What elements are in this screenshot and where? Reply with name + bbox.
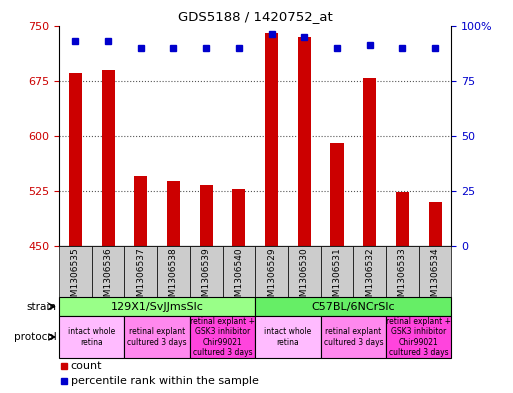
Text: GSM1306538: GSM1306538: [169, 247, 178, 308]
Bar: [157, 246, 190, 297]
Text: GSM1306539: GSM1306539: [202, 247, 211, 308]
Text: strain: strain: [27, 301, 56, 312]
Text: intact whole
retina: intact whole retina: [68, 327, 115, 347]
Bar: [200, 185, 213, 246]
Text: GSM1306533: GSM1306533: [398, 247, 407, 308]
Bar: [69, 73, 82, 246]
Text: GSM1306530: GSM1306530: [300, 247, 309, 308]
Text: GSM1306537: GSM1306537: [136, 247, 145, 308]
Text: percentile rank within the sample: percentile rank within the sample: [71, 376, 259, 386]
Text: retinal explant
cultured 3 days: retinal explant cultured 3 days: [324, 327, 383, 347]
Bar: [92, 246, 125, 297]
Bar: [428, 202, 442, 246]
Text: GSM1306532: GSM1306532: [365, 247, 374, 308]
Bar: [330, 143, 344, 246]
Bar: [59, 316, 124, 358]
Text: GSM1306531: GSM1306531: [332, 247, 342, 308]
Bar: [59, 246, 92, 297]
Title: GDS5188 / 1420752_at: GDS5188 / 1420752_at: [178, 10, 332, 23]
Bar: [59, 297, 255, 316]
Bar: [223, 246, 255, 297]
Bar: [353, 246, 386, 297]
Bar: [396, 192, 409, 246]
Text: C57BL/6NCrSlc: C57BL/6NCrSlc: [311, 301, 395, 312]
Text: GSM1306535: GSM1306535: [71, 247, 80, 308]
Bar: [167, 181, 180, 246]
Bar: [255, 297, 451, 316]
Text: count: count: [71, 362, 102, 371]
Bar: [102, 70, 114, 246]
Bar: [419, 246, 451, 297]
Bar: [255, 246, 288, 297]
Text: retinal explant
cultured 3 days: retinal explant cultured 3 days: [127, 327, 187, 347]
Bar: [124, 246, 157, 297]
Text: GSM1306534: GSM1306534: [430, 247, 440, 308]
Text: retinal explant +
GSK3 inhibitor
Chir99021
cultured 3 days: retinal explant + GSK3 inhibitor Chir990…: [386, 317, 451, 357]
Bar: [288, 246, 321, 297]
Text: GSM1306536: GSM1306536: [104, 247, 112, 308]
Bar: [298, 37, 311, 246]
Bar: [321, 316, 386, 358]
Text: retinal explant +
GSK3 inhibitor
Chir99021
cultured 3 days: retinal explant + GSK3 inhibitor Chir990…: [190, 317, 255, 357]
Text: 129X1/SvJJmsSlc: 129X1/SvJJmsSlc: [111, 301, 204, 312]
Text: protocol: protocol: [14, 332, 56, 342]
Bar: [190, 246, 223, 297]
Text: intact whole
retina: intact whole retina: [264, 327, 311, 347]
Bar: [190, 316, 255, 358]
Text: GSM1306540: GSM1306540: [234, 247, 243, 308]
Bar: [232, 189, 245, 246]
Text: GSM1306529: GSM1306529: [267, 247, 276, 308]
Bar: [386, 246, 419, 297]
Bar: [134, 176, 147, 246]
Bar: [255, 316, 321, 358]
Bar: [363, 78, 376, 246]
Bar: [265, 33, 278, 246]
Bar: [386, 316, 451, 358]
Bar: [124, 316, 190, 358]
Bar: [321, 246, 353, 297]
